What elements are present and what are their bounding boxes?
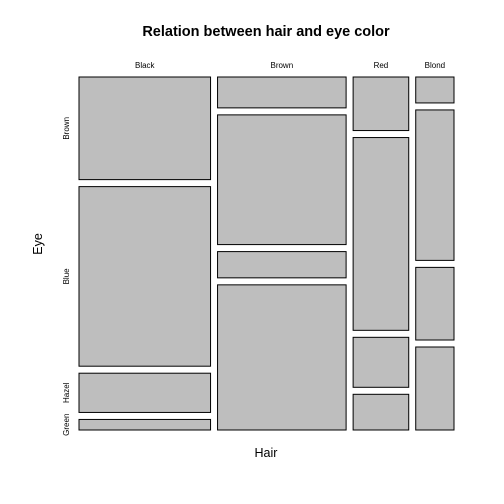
- y-tick-label-green: Green: [62, 414, 71, 436]
- tile-black-green: [78, 418, 212, 431]
- tile-blond-green: [415, 346, 455, 431]
- chart-title: Relation between hair and eye color: [142, 24, 390, 40]
- x-tick-label-red: Red: [374, 61, 389, 70]
- x-tick-label-brown: Brown: [270, 61, 293, 70]
- mosaic-tiles: [78, 76, 455, 431]
- tile-black-blue: [78, 186, 212, 367]
- x-axis-label: Hair: [255, 446, 278, 460]
- y-tick-label-hazel: Hazel: [62, 382, 71, 403]
- tile-red-hazel: [352, 336, 410, 388]
- tile-red-blue: [352, 137, 410, 331]
- tile-brown-hazel: [217, 251, 347, 279]
- tile-black-brown: [78, 76, 212, 181]
- tile-brown-green: [217, 284, 347, 431]
- tile-brown-brown: [217, 76, 347, 109]
- y-tick-label-blue: Blue: [62, 268, 71, 285]
- x-tick-label-black: Black: [135, 61, 156, 70]
- tile-blond-brown: [415, 76, 455, 104]
- y-tick-label-brown: Brown: [62, 117, 71, 140]
- tile-black-hazel: [78, 372, 212, 413]
- y-tick-labels: Brown Blue Hazel Green: [62, 117, 71, 436]
- tile-red-green: [352, 393, 410, 431]
- tile-blond-blue: [415, 109, 455, 261]
- x-tick-label-blond: Blond: [425, 61, 445, 70]
- tile-blond-hazel: [415, 266, 455, 341]
- x-tick-labels: Black Brown Red Blond: [135, 61, 445, 70]
- tile-brown-blue: [217, 114, 347, 246]
- tile-red-brown: [352, 76, 410, 132]
- y-axis-label: Eye: [31, 233, 45, 255]
